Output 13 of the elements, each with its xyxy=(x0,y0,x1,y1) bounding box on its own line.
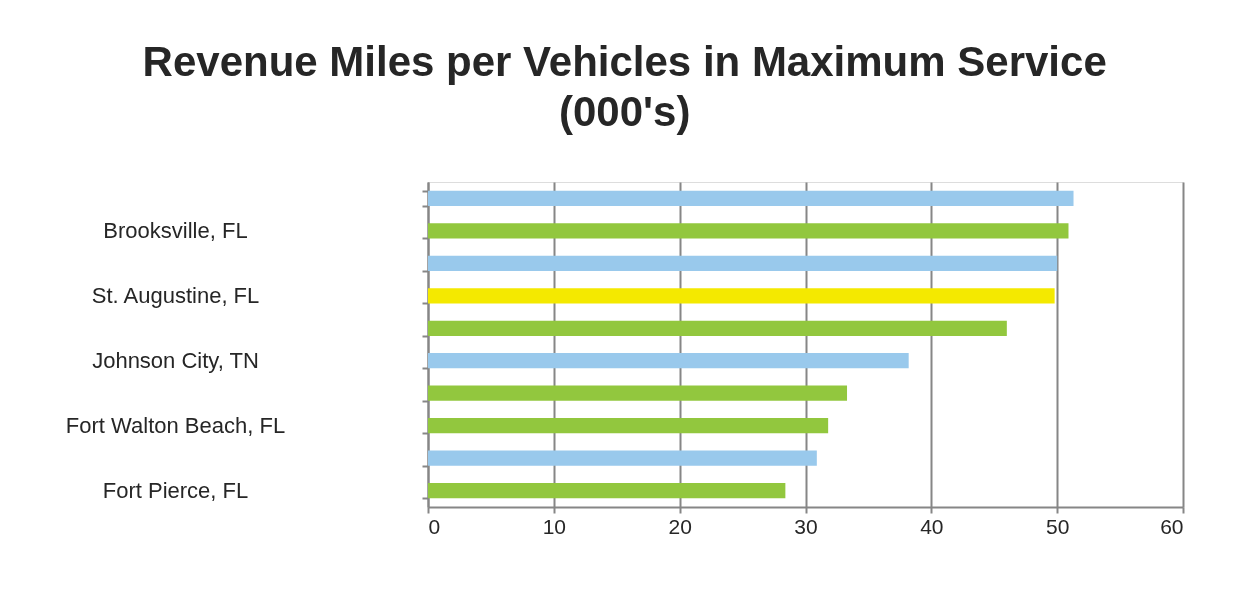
y-tick-label: Johnson City, TN xyxy=(92,348,259,374)
y-tick-label: St. Augustine, FL xyxy=(91,283,260,309)
x-tick-label: 40 xyxy=(920,514,944,538)
y-tick-label: Fort Pierce, FL xyxy=(102,478,249,504)
x-tick-label: 30 xyxy=(794,514,818,538)
x-tick-label: 60 xyxy=(1160,514,1184,538)
x-tick-label: 0 xyxy=(428,514,441,538)
chart-title: Revenue Miles per Vehicles in Maximum Service (000's) xyxy=(142,38,1107,135)
x-tick-label: 20 xyxy=(668,514,692,538)
y-tick-label: Fort Walton Beach, FL xyxy=(65,413,286,439)
y-tick-label: Brooksville, FL xyxy=(103,218,248,244)
x-tick-label: 50 xyxy=(1045,514,1070,538)
x-tick-label: 10 xyxy=(542,514,567,538)
